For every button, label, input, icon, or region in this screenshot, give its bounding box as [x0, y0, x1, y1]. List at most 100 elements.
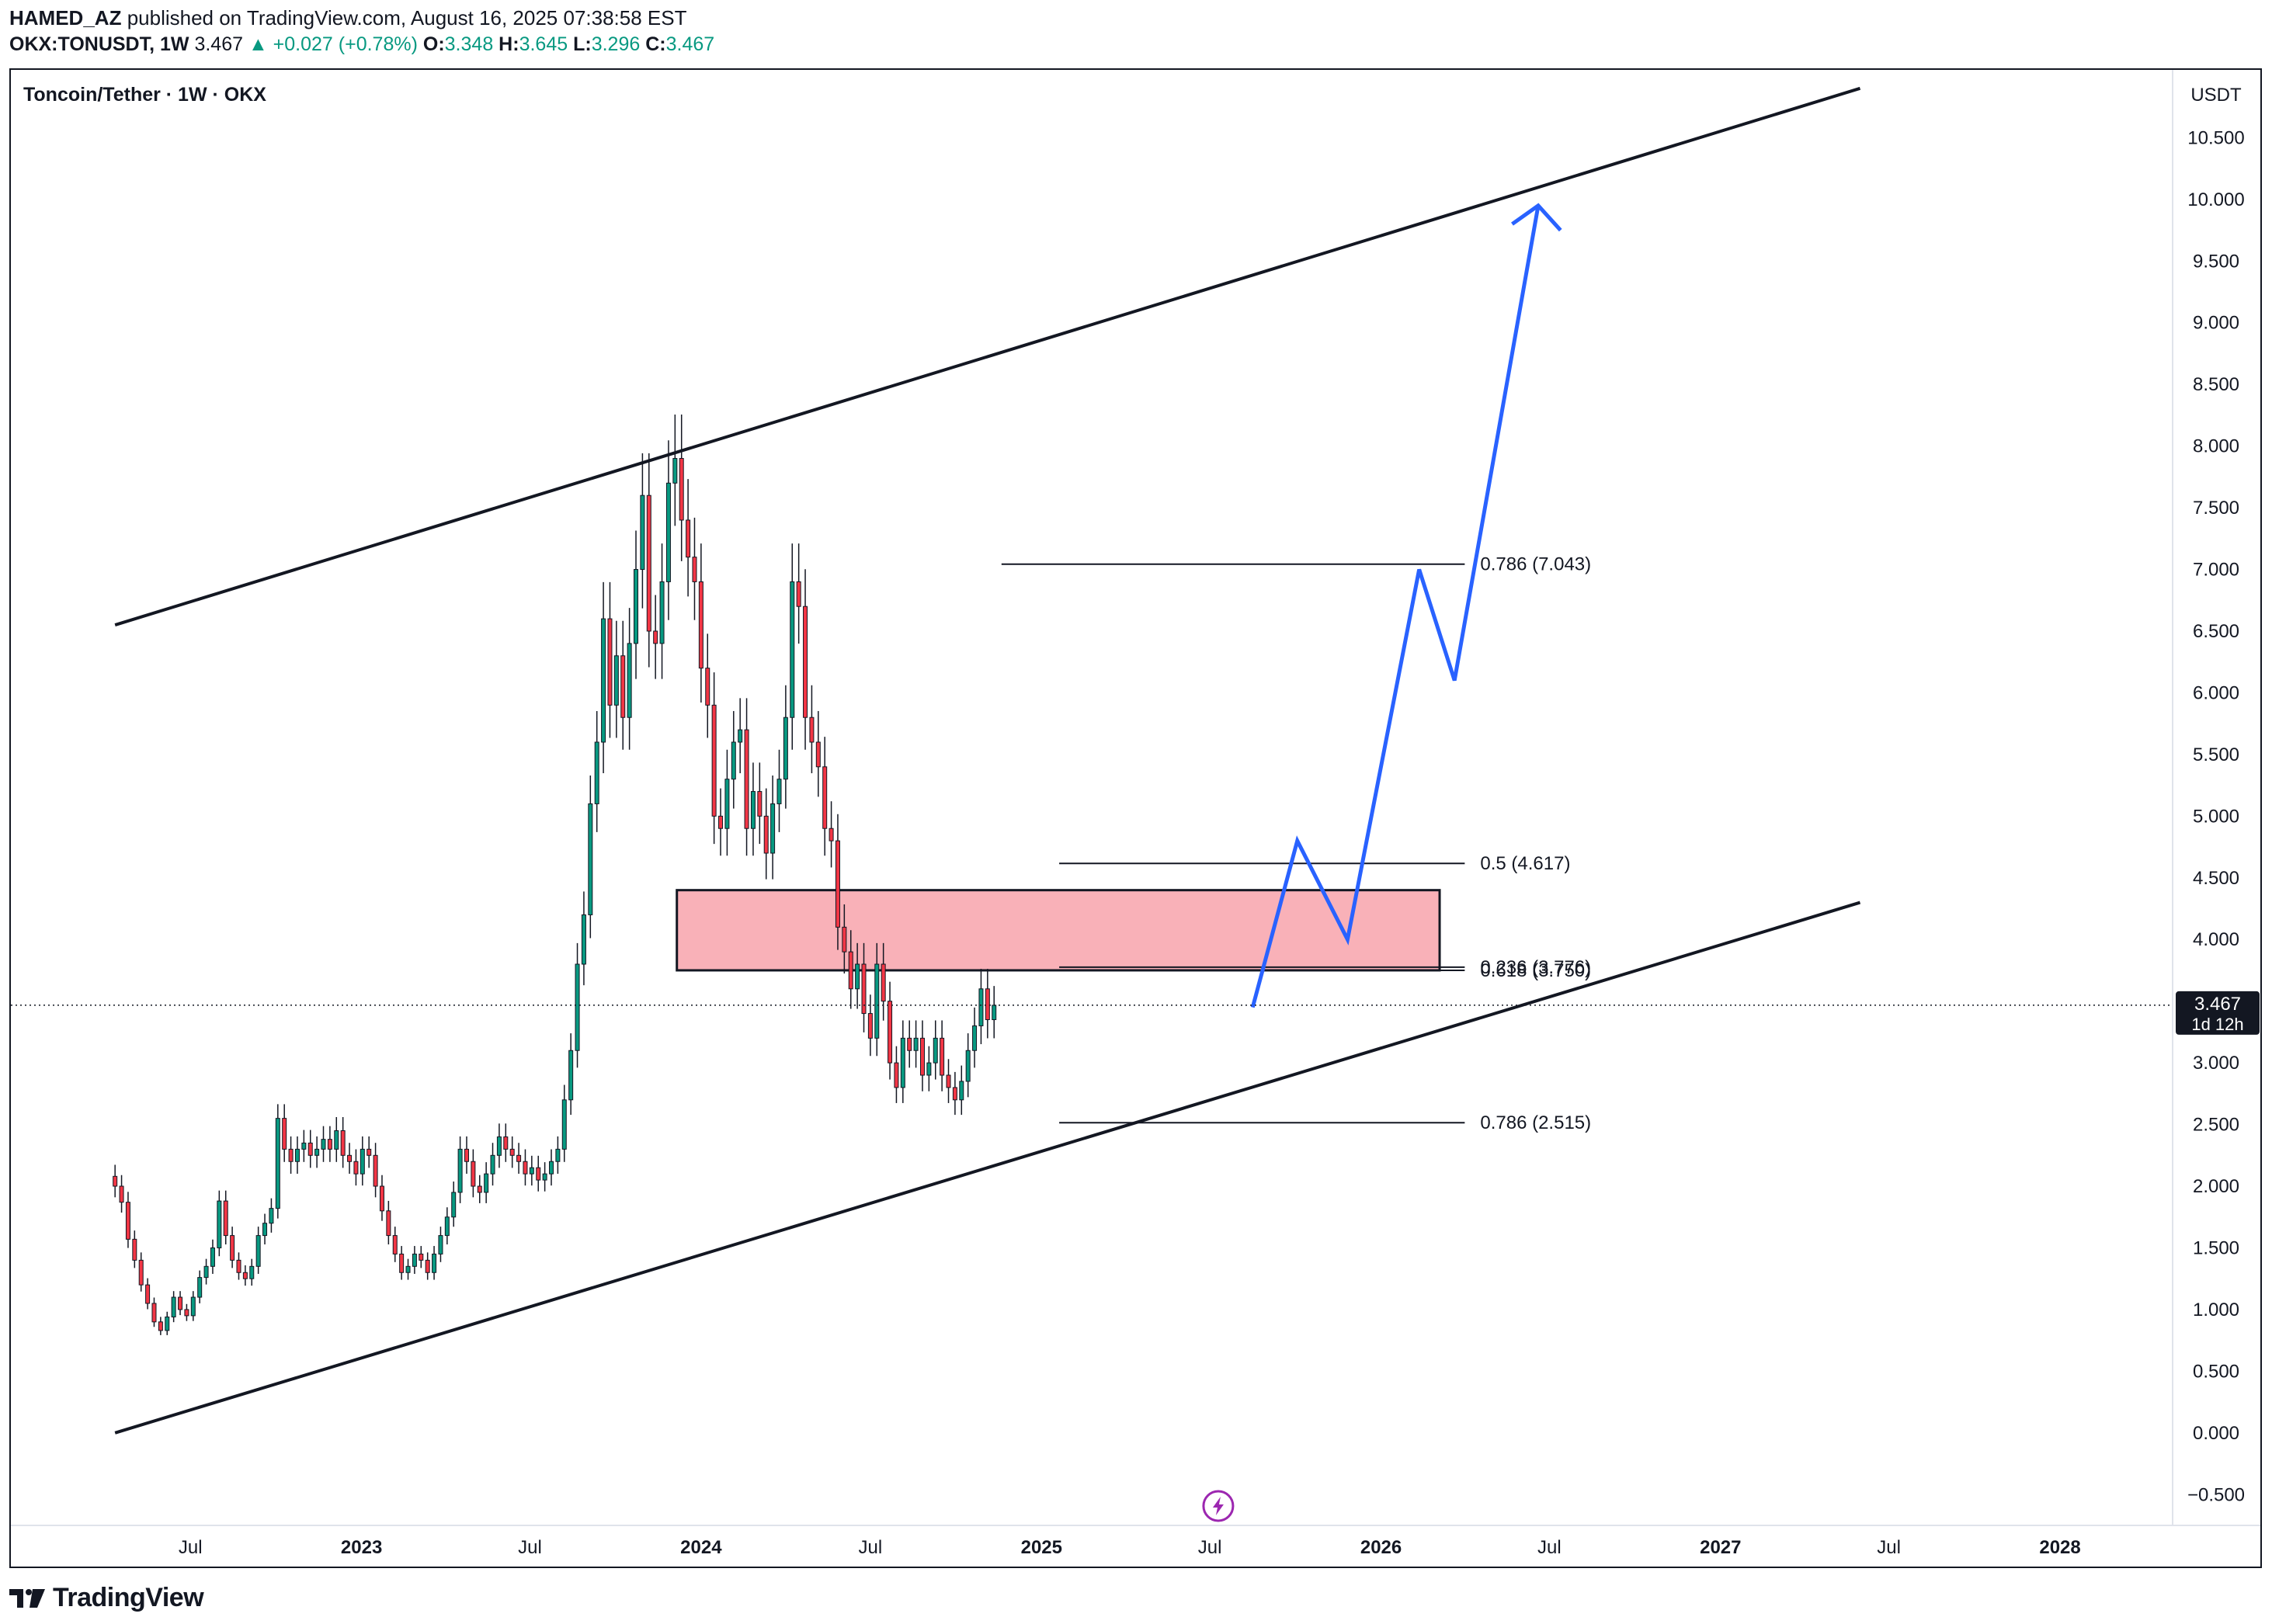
y-tick-label: 7.500 [2193, 498, 2239, 519]
candle [496, 1123, 502, 1168]
candlestick-series[interactable] [113, 415, 997, 1335]
candle [549, 1149, 554, 1186]
tradingview-logo[interactable]: TradingView [9, 1581, 204, 1615]
candle-body [874, 963, 880, 1039]
candle-body [913, 1037, 919, 1051]
candle [568, 1033, 574, 1116]
price-chart[interactable]: Toncoin/Tether · 1W · OKX USDT 10.50010.… [11, 70, 2260, 1567]
candle [419, 1246, 424, 1268]
x-axis-ticks[interactable]: Jul 2023 Jul 2024 Jul 2025 Jul 2026 Jul 2027 Jul 20… [179, 1537, 2081, 1558]
demand-zone[interactable] [676, 889, 1441, 972]
open-value: 3.348 [444, 33, 494, 55]
candle-body [217, 1200, 222, 1248]
candle [301, 1130, 307, 1162]
author-name[interactable]: HAMED_AZ [9, 6, 122, 29]
candle-body [523, 1161, 528, 1175]
candle [347, 1143, 353, 1174]
candle [523, 1149, 528, 1186]
candle-body [353, 1161, 359, 1175]
candle [262, 1213, 268, 1245]
candle-body [432, 1253, 437, 1273]
candle-body [327, 1139, 332, 1150]
candle-body [985, 988, 990, 1021]
candle-body [919, 1037, 925, 1076]
high-value: 3.645 [519, 33, 568, 55]
last-price-label: 3.467 [2194, 994, 2241, 1015]
x-tick-label: Jul [859, 1537, 883, 1558]
candle [178, 1291, 183, 1316]
candle-body [613, 655, 619, 706]
candle [581, 891, 586, 986]
ascending-channel[interactable] [114, 86, 1861, 1435]
candle [184, 1303, 189, 1321]
candle-body [321, 1139, 326, 1150]
candle-body [249, 1265, 255, 1279]
channel-lower-line [114, 900, 1861, 1435]
tradingview-logo-icon [9, 1589, 45, 1608]
candle [132, 1230, 137, 1268]
candle-body [412, 1253, 417, 1267]
candle-body [197, 1277, 203, 1298]
candle-body [561, 1099, 567, 1150]
candle-body [900, 1037, 905, 1088]
y-tick-label: 6.500 [2193, 621, 2239, 642]
candle-body [646, 494, 651, 632]
flash-marker[interactable] [1202, 1490, 1235, 1522]
candle-body [992, 1005, 997, 1021]
candle [457, 1136, 463, 1203]
candle-body [607, 618, 613, 706]
candle-body [255, 1235, 261, 1267]
candle-body [490, 1154, 495, 1175]
candle [770, 775, 776, 880]
candle [405, 1258, 411, 1280]
candle-body [230, 1235, 235, 1261]
projection-line [1250, 205, 1541, 1008]
candle [665, 440, 671, 620]
candle [412, 1246, 417, 1274]
y-tick-label: 1.500 [2193, 1237, 2239, 1258]
candle [536, 1155, 541, 1192]
candle-body [978, 988, 984, 1026]
chart-frame[interactable]: Toncoin/Tether · 1W · OKX USDT 10.500 10.… [9, 68, 2262, 1568]
candle [425, 1252, 430, 1280]
candle-body [451, 1192, 457, 1218]
candle-body [718, 815, 724, 829]
candle-body [444, 1216, 450, 1237]
candle-body [933, 1037, 938, 1064]
candle [145, 1278, 151, 1310]
x-tick-label: 2023 [341, 1537, 382, 1558]
candle-body [210, 1247, 215, 1267]
candle-body [575, 963, 580, 1051]
currency-label[interactable]: USDT [2190, 85, 2242, 106]
candle [750, 762, 756, 856]
candle [646, 453, 651, 668]
candle [269, 1198, 274, 1233]
y-tick-label: 5.500 [2193, 744, 2239, 765]
x-tick-label: Jul [1198, 1537, 1222, 1558]
candle [242, 1265, 248, 1286]
change-value: +0.027 (+0.78%) [273, 33, 418, 55]
candle-body [940, 1037, 945, 1076]
candle [197, 1270, 203, 1303]
candle [672, 415, 678, 526]
candle [327, 1126, 332, 1162]
symbol-name: OKX:TONUSDT, 1W [9, 33, 189, 55]
y-axis-ticks[interactable]: 10.500 10.000 9.500 9.000 8.500 8.000 7.500 7.0… [2187, 127, 2245, 1505]
candle [223, 1190, 228, 1245]
publication-header: HAMED_AZ published on TradingView.com, A… [9, 5, 687, 31]
x-tick-label: 2028 [2039, 1537, 2080, 1558]
candle-body [386, 1210, 391, 1237]
candle-body [855, 963, 860, 990]
projection-path[interactable] [1250, 203, 1562, 1008]
fib-levels[interactable]: 0.786 (7.043) 0.5 (4.617) 0.236 (3.776)0.6… [1001, 554, 1591, 1133]
candle [210, 1239, 215, 1274]
fib-label: 0.618 (3.750) [1480, 960, 1591, 981]
y-tick-label: 2.000 [2193, 1176, 2239, 1197]
x-tick-label: 2025 [1021, 1537, 1062, 1558]
demand-zone-rect [676, 889, 1441, 972]
candle [275, 1104, 280, 1219]
candle-body [165, 1316, 170, 1331]
candle [965, 1033, 971, 1098]
published-text: published on TradingView.com, August 16,… [127, 6, 687, 29]
candle [894, 1046, 899, 1103]
